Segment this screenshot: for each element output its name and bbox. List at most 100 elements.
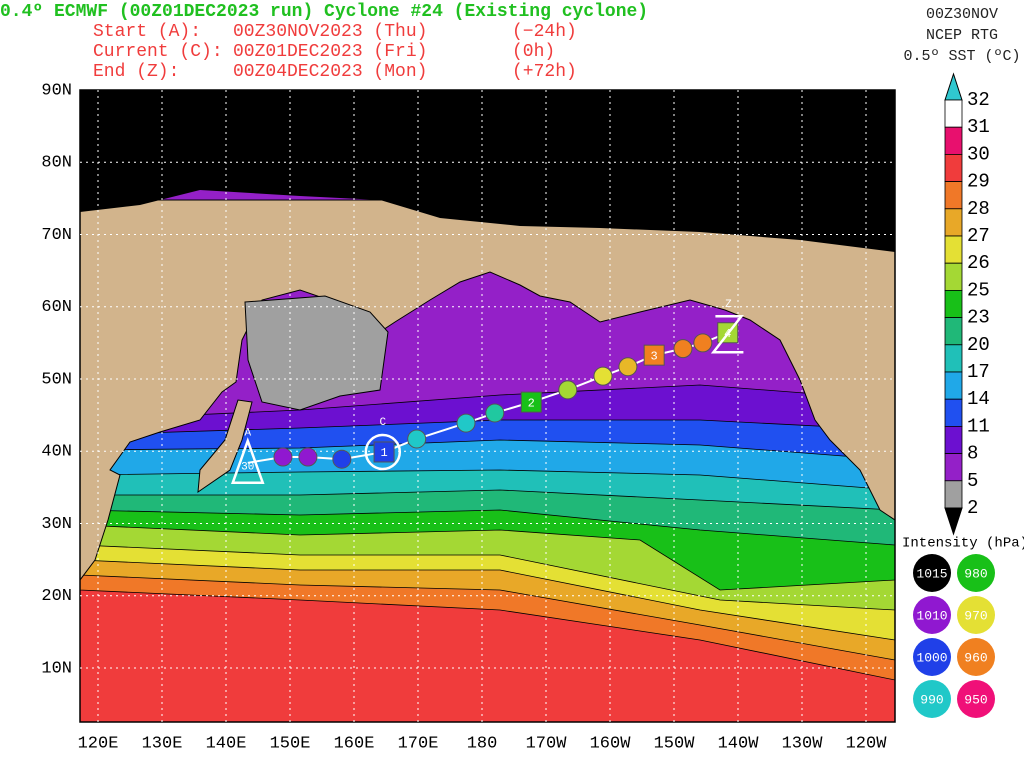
map-frame [79,89,896,723]
legend-label: 980 [964,566,987,581]
colorbar-label: 27 [967,225,990,247]
track-point [520,391,542,413]
legend-label: 1010 [916,608,947,623]
colorbar-label: 31 [967,116,990,138]
colorbar-segment [944,453,963,482]
colorbar-arrow [944,507,963,536]
colorbar-segment [944,153,963,182]
land [80,199,895,581]
legend-title: Intensity (hPa): [902,536,1024,552]
current-marker [364,433,402,471]
colorbar-label: 28 [967,198,990,220]
legend-swatch [957,638,995,676]
colorbar-arrow [944,72,963,101]
track-point [273,447,293,467]
lat-label: 40N [41,443,72,462]
colorbar-label: 17 [967,361,990,383]
header-text: (+72h) [512,62,577,82]
lat-label: 50N [41,370,72,389]
track-line [247,331,729,464]
lon-label: 140W [718,734,760,753]
colorbar-segment [944,208,963,237]
lon-label: 130E [142,734,183,753]
colorbar-label: 29 [967,171,990,193]
lon-label: 170E [398,734,439,753]
colorbar-label: 32 [967,89,990,111]
legend-swatch [957,596,995,634]
colorbar-segment [944,371,963,400]
source-text: NCEP RTG [926,27,998,44]
track-point [332,449,352,469]
polar-region [80,90,895,252]
header-text: 00Z04DEC2023 (Mon) [233,62,427,82]
source-text: 0.5º SST (ºC) [903,48,1020,65]
track-point-label: 2 [528,396,535,410]
legend-swatch [913,680,951,718]
header-text: Current (C): [93,42,223,62]
header-text: (0h) [512,42,555,62]
header-text: Start (A): [93,22,201,42]
track-point [618,357,638,377]
end-label: Z [725,299,732,311]
japan [197,399,253,494]
lon-label: 150W [654,734,696,753]
colorbar-label: 5 [967,470,978,492]
source-text: 00Z30NOV [926,6,998,23]
lat-label: 90N [41,81,72,100]
colorbar-label: 30 [967,143,990,165]
lon-label: 180 [467,734,498,753]
legend-label: 1000 [916,650,947,665]
colorbar: 32 31 30 29 28 27 26 25 23 20 17 14 11 8 5 2 [944,72,990,536]
lat-label: 10N [41,659,72,678]
lon-label: 120E [78,734,119,753]
legend-label: 960 [964,650,987,665]
track-point [298,447,318,467]
legend-swatch [913,554,951,592]
track-point-label: 1 [380,446,387,460]
intensity-legend: Intensity (hPa): 1015 980 1010 970 1000 960 990… [902,536,1024,718]
lon-label: 140E [206,734,247,753]
colorbar-segment [944,398,963,427]
legend-swatch [957,554,995,592]
colorbar-segment [944,262,963,291]
legend-label: 970 [964,608,987,623]
track-point [643,344,665,366]
source: 00Z30NOV NCEP RTG 0.5º SST (ºC) [903,6,1020,65]
lon-label: 150E [270,734,311,753]
lon-label: 170W [526,734,568,753]
lon-label: 160W [590,734,632,753]
lat-label: 70N [41,226,72,245]
track-point-label: 3 [651,349,658,363]
legend-label: 1015 [916,566,947,581]
colorbar-segment [944,126,963,155]
start-label: A [244,428,251,440]
colorbar-label: 14 [967,388,990,410]
lon-label: 130W [782,734,824,753]
track-point [693,333,713,353]
lon-label: 160E [334,734,375,753]
map [80,90,895,722]
colorbar-label: 23 [967,307,990,329]
current-label: C [379,417,386,429]
track-point [558,380,578,400]
lat-label: 60N [41,298,72,317]
colorbar-segment [944,289,963,318]
legend-label: 950 [964,692,987,707]
start-day: 30 [241,462,254,474]
colorbar-label: 25 [967,279,990,301]
colorbar-label: 11 [967,415,990,437]
track-point [485,403,505,423]
lon-label: 120W [846,734,888,753]
legend-swatch [913,638,951,676]
colorbar-segment [944,181,963,210]
colorbar-label: 2 [967,497,978,519]
colorbar-label: 26 [967,252,990,274]
sea-ice [244,295,389,411]
colorbar-segment [944,480,963,509]
legend-swatch [957,680,995,718]
grid: 90N 80N 70N 60N 50N 40N 30N 20N 10N 120E 130E 140E 1… [41,81,895,753]
header-lines: Start (A): 00Z30NOV2023 (Thu) (−24h) Curren… [93,22,577,82]
colorbar-segment [944,235,963,264]
